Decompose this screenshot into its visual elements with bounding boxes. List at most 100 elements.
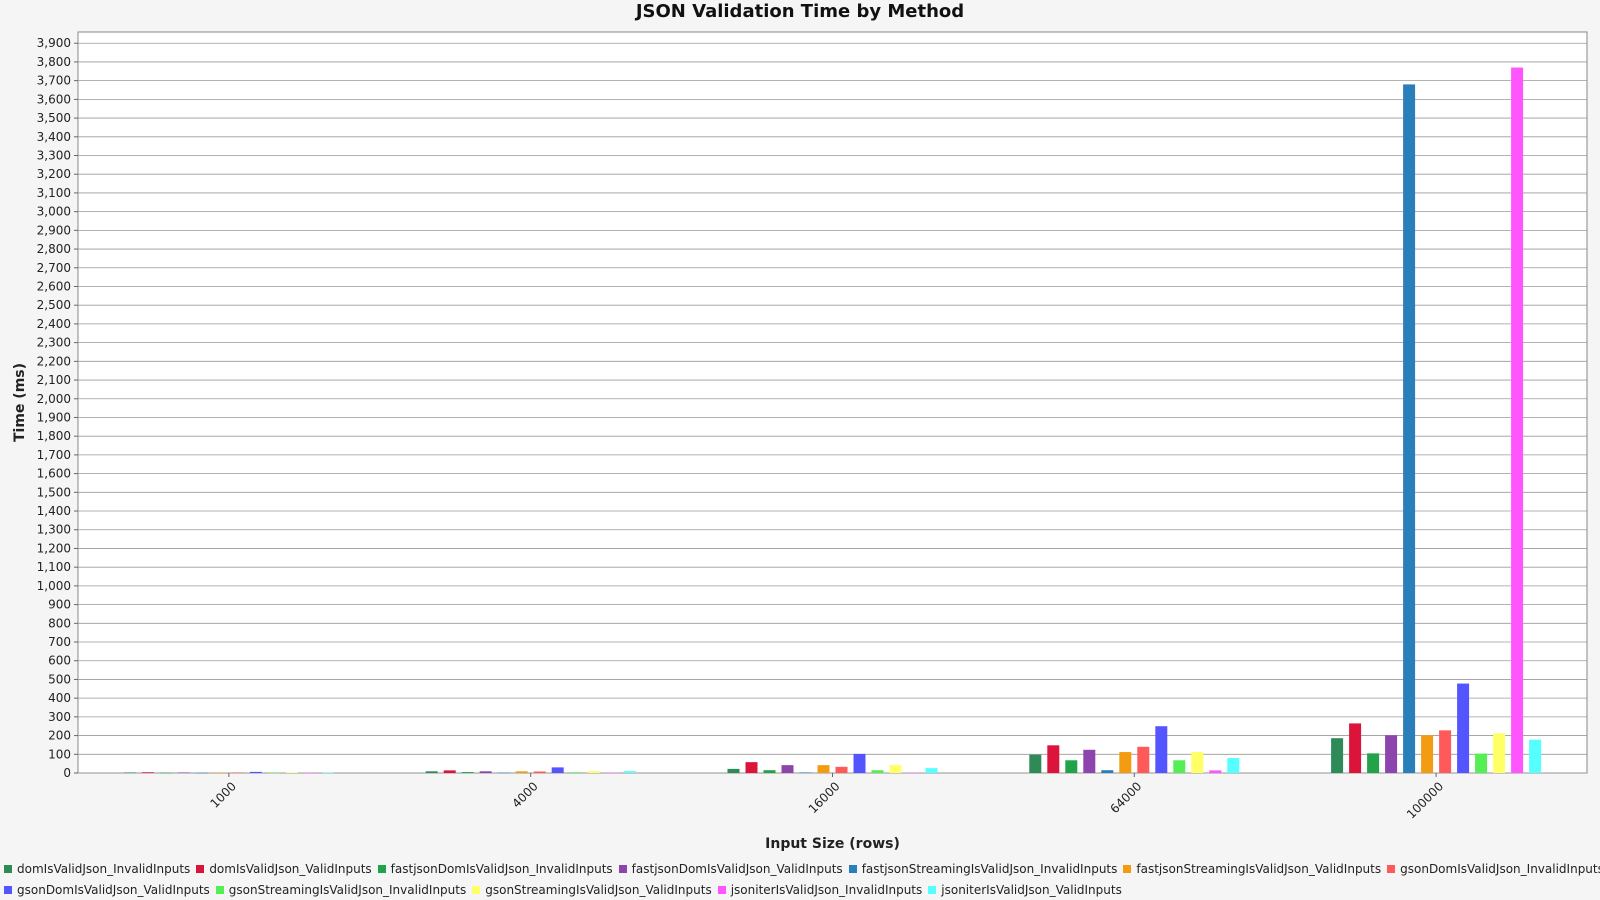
legend-item: jsoniterIsValidJson_ValidInputs — [928, 883, 1122, 897]
y-tick-label: 700 — [48, 635, 71, 649]
y-tick-label: 1,700 — [37, 448, 71, 462]
y-tick-label: 800 — [48, 616, 71, 630]
legend-swatch — [196, 864, 205, 873]
legend-label: domIsValidJson_InvalidInputs — [17, 861, 191, 876]
legend-item: gsonDomIsValidJson_InvalidInputs — [1387, 862, 1600, 876]
bar — [727, 768, 740, 773]
legend-label: jsoniterIsValidJson_ValidInputs — [941, 882, 1122, 897]
y-tick-label: 2,000 — [37, 392, 71, 406]
bar — [1119, 752, 1132, 773]
legend-swatch — [848, 864, 857, 873]
x-tick-label: 1000 — [208, 779, 239, 810]
legend-label: gsonStreamingIsValidJson_InvalidInputs — [228, 882, 467, 897]
plot-area — [77, 31, 1588, 774]
bar — [1331, 738, 1344, 773]
legend-label: fastjsonStreamingIsValidJson_InvalidInpu… — [861, 861, 1118, 876]
y-tick-label: 500 — [48, 672, 71, 686]
bar — [1511, 67, 1524, 773]
bar — [1173, 760, 1186, 773]
bar — [889, 765, 902, 773]
bar — [569, 772, 582, 773]
y-tick-label: 400 — [48, 691, 71, 705]
bar — [1155, 726, 1168, 773]
bar — [141, 772, 154, 773]
y-tick-label: 2,400 — [37, 317, 71, 331]
bar — [907, 772, 920, 774]
bar — [817, 765, 830, 773]
bar — [231, 772, 244, 773]
bar — [195, 772, 208, 774]
bar — [267, 772, 280, 774]
bar — [1493, 733, 1506, 773]
y-tick-label: 1,600 — [37, 467, 71, 481]
legend-item: gsonDomIsValidJson_ValidInputs — [4, 883, 210, 897]
y-tick-label: 1,000 — [37, 579, 71, 593]
legend-label: gsonDomIsValidJson_ValidInputs — [17, 882, 210, 897]
bar — [1029, 754, 1042, 773]
bar — [1385, 735, 1398, 773]
x-tick-label: 64000 — [1108, 779, 1145, 816]
legend-swatch — [377, 864, 386, 873]
legend-label: gsonDomIsValidJson_InvalidInputs — [1400, 861, 1600, 876]
bar — [1367, 753, 1380, 773]
legend-swatch — [4, 885, 12, 894]
bar — [551, 767, 564, 773]
chart-title: JSON Validation Time by Method — [635, 1, 965, 22]
bar — [745, 762, 758, 773]
bar — [1475, 753, 1488, 773]
legend-item: jsoniterIsValidJson_InvalidInputs — [717, 883, 922, 897]
bar — [605, 772, 618, 774]
y-tick-label: 3,400 — [37, 130, 71, 144]
y-axis-label: Time (ms) — [12, 363, 28, 442]
y-tick-label: 2,600 — [37, 279, 71, 293]
bar — [461, 772, 474, 773]
bars — [123, 67, 1542, 774]
y-tick-label: 2,800 — [37, 242, 71, 256]
y-tick-label: 2,100 — [37, 373, 71, 387]
y-tick-label: 900 — [48, 598, 71, 612]
legend-item: fastjsonDomIsValidJson_InvalidInputs — [377, 861, 613, 876]
legend-label: fastjsonStreamingIsValidJson_ValidInputs — [1136, 861, 1382, 876]
y-tick-label: 1,900 — [37, 410, 71, 424]
y-tick-label: 1,800 — [37, 429, 71, 443]
bar — [1439, 730, 1452, 773]
bar — [425, 771, 438, 773]
y-tick-label: 2,500 — [37, 298, 71, 312]
legend-label: fastjsonDomIsValidJson_InvalidInputs — [390, 861, 613, 876]
bar — [177, 772, 190, 773]
legend-item: fastjsonDomIsValidJson_ValidInputs — [618, 861, 843, 876]
y-tick-label: 3,200 — [37, 167, 71, 181]
legend-label: domIsValidJson_ValidInputs — [209, 861, 372, 876]
legend-item: gsonStreamingIsValidJson_InvalidInputs — [215, 882, 467, 897]
bar — [497, 772, 510, 774]
y-tick-label: 3,800 — [37, 55, 71, 69]
bar — [123, 772, 136, 773]
y-tick-label: 300 — [48, 710, 71, 724]
legend-item: domIsValidJson_ValidInputs — [196, 861, 372, 876]
bar — [1191, 752, 1204, 773]
bar — [159, 772, 172, 774]
legend-swatch — [472, 885, 481, 894]
y-tick-label: 0 — [63, 766, 71, 780]
legend-swatch — [215, 885, 224, 894]
y-tick-label: 3,000 — [37, 205, 71, 219]
y-tick-label: 1,200 — [37, 541, 71, 555]
bar — [1101, 770, 1114, 773]
legend: domIsValidJson_InvalidInputs domIsValidJs… — [4, 858, 1600, 900]
bar — [1083, 749, 1096, 773]
bar — [1403, 84, 1416, 774]
bar — [303, 772, 316, 774]
legend-label: fastjsonDomIsValidJson_ValidInputs — [631, 861, 843, 876]
bar — [835, 766, 848, 773]
bar — [871, 770, 884, 773]
legend-item: domIsValidJson_InvalidInputs — [4, 862, 190, 876]
y-tick-label: 3,100 — [37, 186, 71, 200]
legend-row: gsonDomIsValidJson_ValidInputs gsonStream… — [4, 879, 1594, 900]
bar — [623, 771, 636, 773]
gridlines — [78, 42, 1587, 774]
y-tick-label: 200 — [48, 729, 71, 743]
bar — [515, 771, 528, 773]
bar — [1421, 735, 1434, 773]
bar — [533, 771, 546, 773]
x-axis-label: Input Size (rows) — [765, 836, 900, 852]
